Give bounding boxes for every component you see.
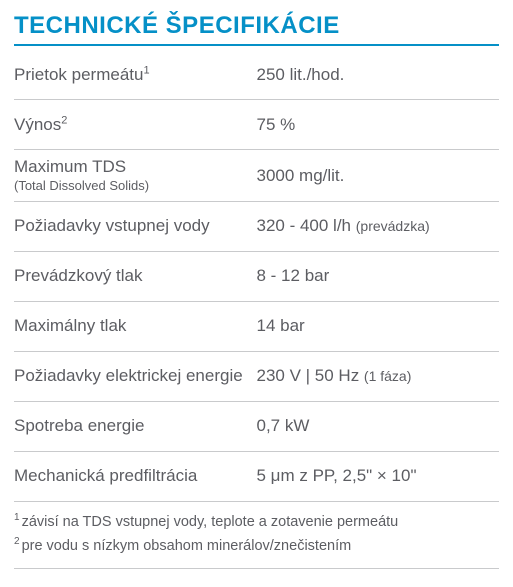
label-text: Mechanická predfiltrácia <box>14 466 197 485</box>
footnote-mark: 2 <box>61 114 67 126</box>
value-sub: (1 fáza) <box>364 368 411 384</box>
value-text: 75 % <box>257 115 296 134</box>
spec-value: 5 μm z PP, 2,5" × 10" <box>257 465 500 486</box>
footnote-index: 1 <box>14 512 20 523</box>
value-text: 8 - 12 bar <box>257 266 330 285</box>
label-text: Prietok permeátu <box>14 65 143 84</box>
spec-value: 14 bar <box>257 315 500 336</box>
value-text: 14 bar <box>257 316 305 335</box>
table-row: Maximum TDS (Total Dissolved Solids) 300… <box>14 150 499 202</box>
spec-value: 75 % <box>257 114 500 135</box>
spec-label: Výnos2 <box>14 114 257 135</box>
spec-value: 320 - 400 l/h (prevádzka) <box>257 215 500 236</box>
spec-value: 230 V | 50 Hz (1 fáza) <box>257 365 500 386</box>
spec-label: Spotreba energie <box>14 415 257 436</box>
spec-label: Prietok permeátu1 <box>14 64 257 85</box>
spec-value: 3000 mg/lit. <box>257 165 500 186</box>
spec-value: 0,7 kW <box>257 415 500 436</box>
value-text: 320 - 400 l/h <box>257 216 356 235</box>
label-text: Maximálny tlak <box>14 316 126 335</box>
value-text: 0,7 kW <box>257 416 310 435</box>
value-text: 3000 mg/lit. <box>257 166 345 185</box>
table-row: Prietok permeátu1 250 lit./hod. <box>14 50 499 100</box>
table-row: Maximálny tlak 14 bar <box>14 302 499 352</box>
value-text: 230 V | 50 Hz <box>257 366 364 385</box>
spec-value: 250 lit./hod. <box>257 64 500 85</box>
label-text: Požiadavky vstupnej vody <box>14 216 210 235</box>
label-sub: (Total Dissolved Solids) <box>14 178 251 194</box>
spec-label: Prevádzkový tlak <box>14 265 257 286</box>
table-row: Výnos2 75 % <box>14 100 499 150</box>
section-title: TECHNICKÉ ŠPECIFIKÁCIE <box>14 12 499 46</box>
table-row: Spotreba energie 0,7 kW <box>14 402 499 452</box>
spec-label: Požiadavky vstupnej vody <box>14 215 257 236</box>
value-sub: (prevádzka) <box>356 218 430 234</box>
footnote: 1závisí na TDS vstupnej vody, teplote a … <box>14 510 499 534</box>
footnotes: 1závisí na TDS vstupnej vody, teplote a … <box>14 510 499 569</box>
label-text: Prevádzkový tlak <box>14 266 143 285</box>
spec-value: 8 - 12 bar <box>257 265 500 286</box>
table-row: Požiadavky vstupnej vody 320 - 400 l/h (… <box>14 202 499 252</box>
footnote-text: pre vodu s nízkym obsahom minerálov/zneč… <box>22 537 352 553</box>
footnote-mark: 1 <box>143 64 149 76</box>
table-row: Požiadavky elektrickej energie 230 V | 5… <box>14 352 499 402</box>
table-row: Prevádzkový tlak 8 - 12 bar <box>14 252 499 302</box>
label-text: Výnos <box>14 115 61 134</box>
spec-label: Maximálny tlak <box>14 315 257 336</box>
table-row: Mechanická predfiltrácia 5 μm z PP, 2,5"… <box>14 452 499 502</box>
footnote: 2pre vodu s nízkym obsahom minerálov/zne… <box>14 534 499 558</box>
value-text: 250 lit./hod. <box>257 65 345 84</box>
footnote-text: závisí na TDS vstupnej vody, teplote a z… <box>22 513 399 529</box>
spec-table: Prietok permeátu1 250 lit./hod. Výnos2 7… <box>14 50 499 502</box>
label-text: Maximum TDS <box>14 157 126 176</box>
value-text: 5 μm z PP, 2,5" × 10" <box>257 466 417 485</box>
label-text: Spotreba energie <box>14 416 144 435</box>
footnote-index: 2 <box>14 536 20 547</box>
spec-label: Požiadavky elektrickej energie <box>14 365 257 386</box>
spec-label: Maximum TDS (Total Dissolved Solids) <box>14 156 257 195</box>
spec-label: Mechanická predfiltrácia <box>14 465 257 486</box>
label-text: Požiadavky elektrickej energie <box>14 366 243 385</box>
